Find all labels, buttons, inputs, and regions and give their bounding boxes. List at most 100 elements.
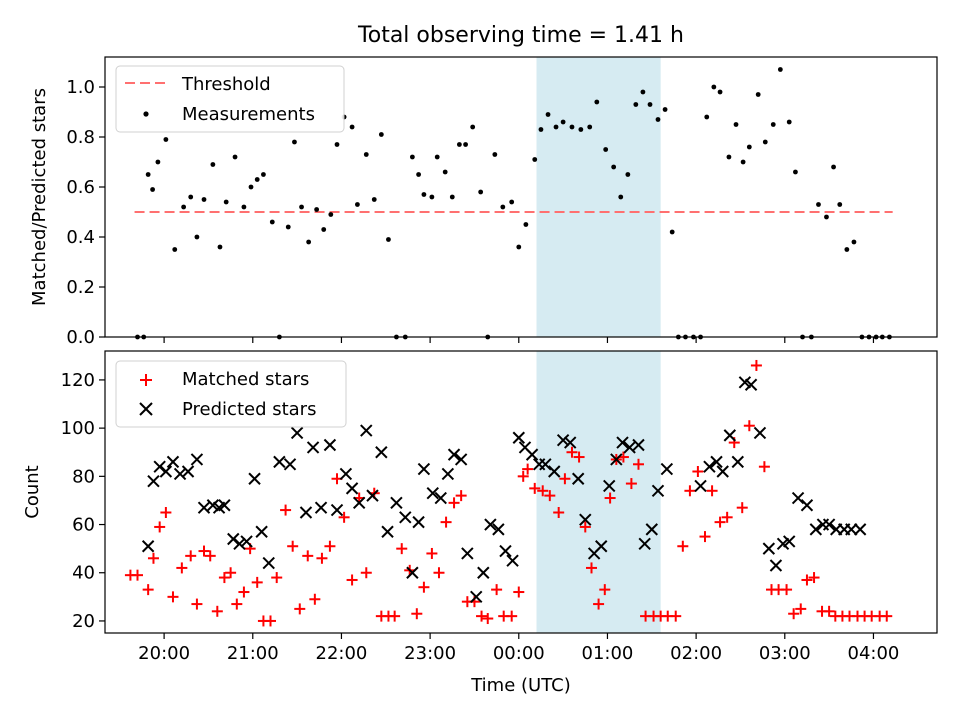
measurement-point: [538, 127, 544, 132]
predicted-star-point: [800, 499, 814, 512]
matched-star-point: [795, 603, 807, 615]
matched-star-point: [529, 482, 541, 494]
predicted-star-point: [190, 453, 204, 466]
matched-star-point: [491, 584, 503, 596]
legend-measurement-swatch: [143, 111, 149, 117]
predicted-star-point: [406, 566, 419, 579]
ratio-y-ticks: 0.0 0.2 0.4 0.6 0.8 1.0: [66, 77, 105, 348]
measurement-point: [704, 114, 710, 120]
measurement-point: [363, 152, 369, 157]
ratio-legend: Threshold Measurements: [115, 65, 345, 133]
matched-star-point: [566, 446, 578, 458]
predicted-star-point: [426, 486, 439, 500]
x-tick-label: 00:00: [493, 643, 545, 664]
matched-star-point: [522, 463, 534, 475]
measurement-point: [449, 194, 455, 200]
predicted-star-point: [299, 506, 313, 519]
matched-star-point: [154, 521, 166, 533]
measurement-point: [569, 124, 575, 130]
matched-star-point: [692, 466, 704, 478]
matched-star-point: [346, 574, 358, 586]
y-tick-label: 120: [61, 370, 95, 391]
predicted-star-point: [345, 482, 359, 495]
predicted-star-point: [610, 453, 623, 466]
predicted-star-point: [375, 446, 388, 459]
predicted-star-point: [417, 462, 431, 476]
matched-star-point: [788, 608, 800, 620]
matched-star-point: [418, 581, 430, 593]
ratio-axes-frame: [104, 56, 938, 338]
predicted-star-point: [390, 496, 403, 510]
measurement-point: [851, 239, 857, 245]
measurement-point: [470, 124, 476, 130]
matched-star-point: [396, 543, 408, 555]
y-tick-label: 0.4: [66, 227, 95, 248]
predicted-star-point: [141, 540, 155, 553]
predicted-star-point: [218, 499, 231, 512]
predicted-star-point: [710, 455, 723, 469]
predicted-star-point: [173, 467, 187, 481]
matched-star-point: [280, 504, 292, 516]
matched-star-point: [231, 598, 243, 610]
predicted-star-point: [556, 433, 570, 447]
measurement-point: [434, 154, 440, 160]
matched-star-point: [142, 584, 154, 596]
measurement-point: [717, 89, 723, 95]
matched-star-point: [176, 562, 188, 574]
predicted-star-point: [694, 479, 707, 493]
predicted-star-point: [147, 474, 160, 488]
measurement-point: [633, 102, 639, 107]
matched-star-point: [604, 492, 616, 504]
matched-star-point: [360, 567, 372, 579]
ratio-panel: 0.0 0.2 0.4 0.6 0.8 1.0 Matched/Predicted sta…: [29, 56, 938, 348]
predicted-star-point: [525, 448, 539, 461]
predicted-star-point: [822, 518, 836, 531]
measurement-point: [181, 204, 187, 210]
x-tick-label: 03:00: [759, 643, 811, 664]
matched-star-point: [411, 608, 423, 620]
matched-star-point: [251, 576, 263, 588]
x-tick-label: 22:00: [316, 643, 368, 664]
predicted-star-point: [845, 523, 858, 536]
predicted-star-point: [273, 455, 286, 469]
measurement-point: [217, 244, 223, 250]
measurement-point: [269, 219, 275, 225]
matched-star-point: [225, 567, 237, 579]
predicted-star-point: [809, 523, 823, 536]
predicted-star-point: [506, 554, 519, 567]
predicted-star-point: [762, 542, 776, 555]
measurement-point: [824, 214, 829, 220]
matched-star-point: [455, 490, 467, 502]
count-y-ticks: 20 40 60 80 100 120: [61, 370, 105, 632]
matched-star-point: [573, 451, 585, 463]
count-x-ticks: 20:00 21:00 22:00 23:00 00:00 01:00 02:00 03:00…: [138, 633, 899, 664]
measurement-point: [155, 159, 161, 165]
measurement-point: [594, 99, 600, 105]
matched-star-point: [881, 610, 893, 622]
measurement-point: [299, 204, 304, 210]
chart-title: Total observing time = 1.41 h: [357, 23, 684, 48]
matched-star-point: [167, 591, 179, 603]
measurement-point: [210, 162, 216, 167]
matched-star-point: [750, 359, 762, 371]
matched-star-points: [124, 359, 893, 627]
measurement-point: [456, 142, 462, 147]
measurement-point: [248, 184, 254, 190]
measurement-point: [777, 67, 783, 72]
predicted-star-point: [470, 590, 483, 604]
matched-star-point: [265, 615, 277, 627]
predicted-star-point: [579, 513, 592, 526]
measurement-point: [314, 207, 320, 212]
predicted-star-point: [783, 535, 796, 548]
measurement-point: [409, 154, 415, 160]
matched-star-point: [506, 610, 518, 622]
measurement-point: [492, 152, 498, 157]
predicted-star-point: [441, 467, 455, 481]
measurement-point: [478, 189, 484, 195]
predicted-star-point: [744, 378, 758, 391]
matched-star-point: [302, 550, 314, 562]
measurement-point: [254, 177, 260, 182]
predicted-star-point: [314, 501, 328, 514]
measurement-point: [261, 172, 266, 177]
matched-star-point: [287, 540, 299, 552]
